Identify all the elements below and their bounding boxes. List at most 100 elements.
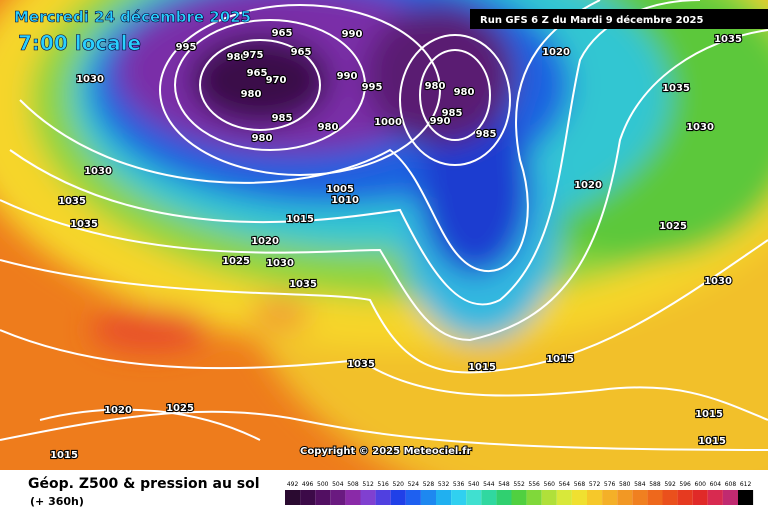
isobar-label: 1030 xyxy=(76,74,104,85)
scale-swatch xyxy=(632,490,648,505)
scale-swatch xyxy=(315,490,331,505)
forecast-date: Mercredi 24 décembre 2025 xyxy=(14,8,251,26)
isobar-label: 1035 xyxy=(70,219,98,230)
isobar-label: 1035 xyxy=(662,83,690,94)
scale-label: 584 xyxy=(634,481,646,488)
isobar-label: 980 xyxy=(241,89,262,100)
isobar-label: 975 xyxy=(243,50,264,61)
scale-swatch xyxy=(466,490,482,505)
scale-swatch xyxy=(662,490,678,505)
isobar-label: 985 xyxy=(272,113,293,124)
isobar-label: 1005 xyxy=(326,184,354,195)
isobar-label: 1020 xyxy=(251,236,279,247)
run-info: Run GFS 6 Z du Mardi 9 décembre 2025 xyxy=(480,14,704,26)
isobar-label: 965 xyxy=(247,68,268,79)
isobar-label: 1030 xyxy=(266,258,294,269)
isobar-label: 965 xyxy=(272,28,293,39)
isobar-label: 1020 xyxy=(104,405,132,416)
scale-swatch xyxy=(436,490,452,505)
isobar-label: 970 xyxy=(266,75,287,86)
scale-swatch xyxy=(556,490,572,505)
scale-label: 504 xyxy=(332,481,344,488)
scale-swatch xyxy=(647,490,663,505)
scale-swatch xyxy=(571,490,587,505)
scale-label: 568 xyxy=(574,481,586,488)
isobar-label: 1015 xyxy=(286,214,314,225)
scale-swatch xyxy=(692,490,708,505)
scale-label: 612 xyxy=(740,481,752,488)
isobar-label: 1030 xyxy=(686,122,714,133)
scale-label: 500 xyxy=(317,481,329,488)
scale-label: 596 xyxy=(679,481,691,488)
isobar-label: 980 xyxy=(318,122,339,133)
scale-label: 600 xyxy=(695,481,707,488)
scale-swatch xyxy=(390,490,406,505)
scale-swatch xyxy=(707,490,723,505)
scale-label: 536 xyxy=(453,481,465,488)
isobar-label: 1025 xyxy=(166,403,194,414)
scale-label: 608 xyxy=(725,481,737,488)
scale-swatch xyxy=(300,490,316,505)
isobar-label: 1015 xyxy=(546,354,574,365)
isobar-label: 1035 xyxy=(714,34,742,45)
scale-label: 572 xyxy=(589,481,601,488)
isobar-label: 1030 xyxy=(84,166,112,177)
scale-swatch xyxy=(722,490,738,505)
scale-swatch xyxy=(541,490,557,505)
isobar-label: 980 xyxy=(425,81,446,92)
isobar-label: 980 xyxy=(227,52,248,63)
scale-label: 520 xyxy=(393,481,405,488)
scale-label: 496 xyxy=(302,481,314,488)
isobar-label: 990 xyxy=(430,116,451,127)
scale-label: 544 xyxy=(483,481,495,488)
isobar-label: 1015 xyxy=(695,409,723,420)
scale-label: 516 xyxy=(377,481,389,488)
scale-label: 524 xyxy=(408,481,420,488)
scale-label: 540 xyxy=(468,481,480,488)
scale-swatch xyxy=(526,490,542,505)
isobar-label: 990 xyxy=(342,29,363,40)
isobar-label: 980 xyxy=(454,87,475,98)
scale-swatch xyxy=(345,490,361,505)
isobar-label: 990 xyxy=(337,71,358,82)
scale-swatch xyxy=(617,490,633,505)
isobar-label: 1015 xyxy=(698,436,726,447)
run-banner xyxy=(470,9,768,29)
footer-lead: (+ 360h) xyxy=(30,495,84,508)
scale-label: 560 xyxy=(544,481,556,488)
scale-swatch xyxy=(285,490,301,505)
isobar-label: 1035 xyxy=(289,279,317,290)
scale-label: 588 xyxy=(649,481,661,488)
scale-label: 492 xyxy=(287,481,299,488)
scale-label: 512 xyxy=(362,481,374,488)
scale-label: 576 xyxy=(604,481,616,488)
scale-swatch xyxy=(738,490,754,505)
isobar-label: 1025 xyxy=(222,256,250,267)
isobar-label: 995 xyxy=(362,82,383,93)
scale-label: 532 xyxy=(438,481,450,488)
scale-label: 592 xyxy=(664,481,676,488)
isobar-label: 1035 xyxy=(347,359,375,370)
scale-label: 580 xyxy=(619,481,631,488)
isobar-label: 1000 xyxy=(374,117,402,128)
copyright: Copyright © 2025 Meteociel.fr xyxy=(300,446,471,457)
scale-label: 604 xyxy=(710,481,722,488)
isobar-label: 1025 xyxy=(659,221,687,232)
scale-swatch xyxy=(602,490,618,505)
scale-label: 564 xyxy=(559,481,571,488)
color-scale: 492 496 500 504 508 512 516 520 524 528 532 536 540 5… xyxy=(285,481,754,505)
scale-swatch xyxy=(587,490,603,505)
scale-swatch xyxy=(360,490,376,505)
scale-swatch xyxy=(330,490,346,505)
scale-label: 556 xyxy=(528,481,540,488)
scale-label: 528 xyxy=(423,481,435,488)
scale-swatch xyxy=(420,490,436,505)
scale-swatch xyxy=(405,490,421,505)
isobar-label: 965 xyxy=(291,47,312,58)
isobars xyxy=(0,0,768,451)
isobar-label: 1015 xyxy=(468,362,496,373)
forecast-time: 7:00 locale xyxy=(18,31,141,55)
scale-label: 508 xyxy=(347,481,359,488)
scale-swatch xyxy=(451,490,467,505)
